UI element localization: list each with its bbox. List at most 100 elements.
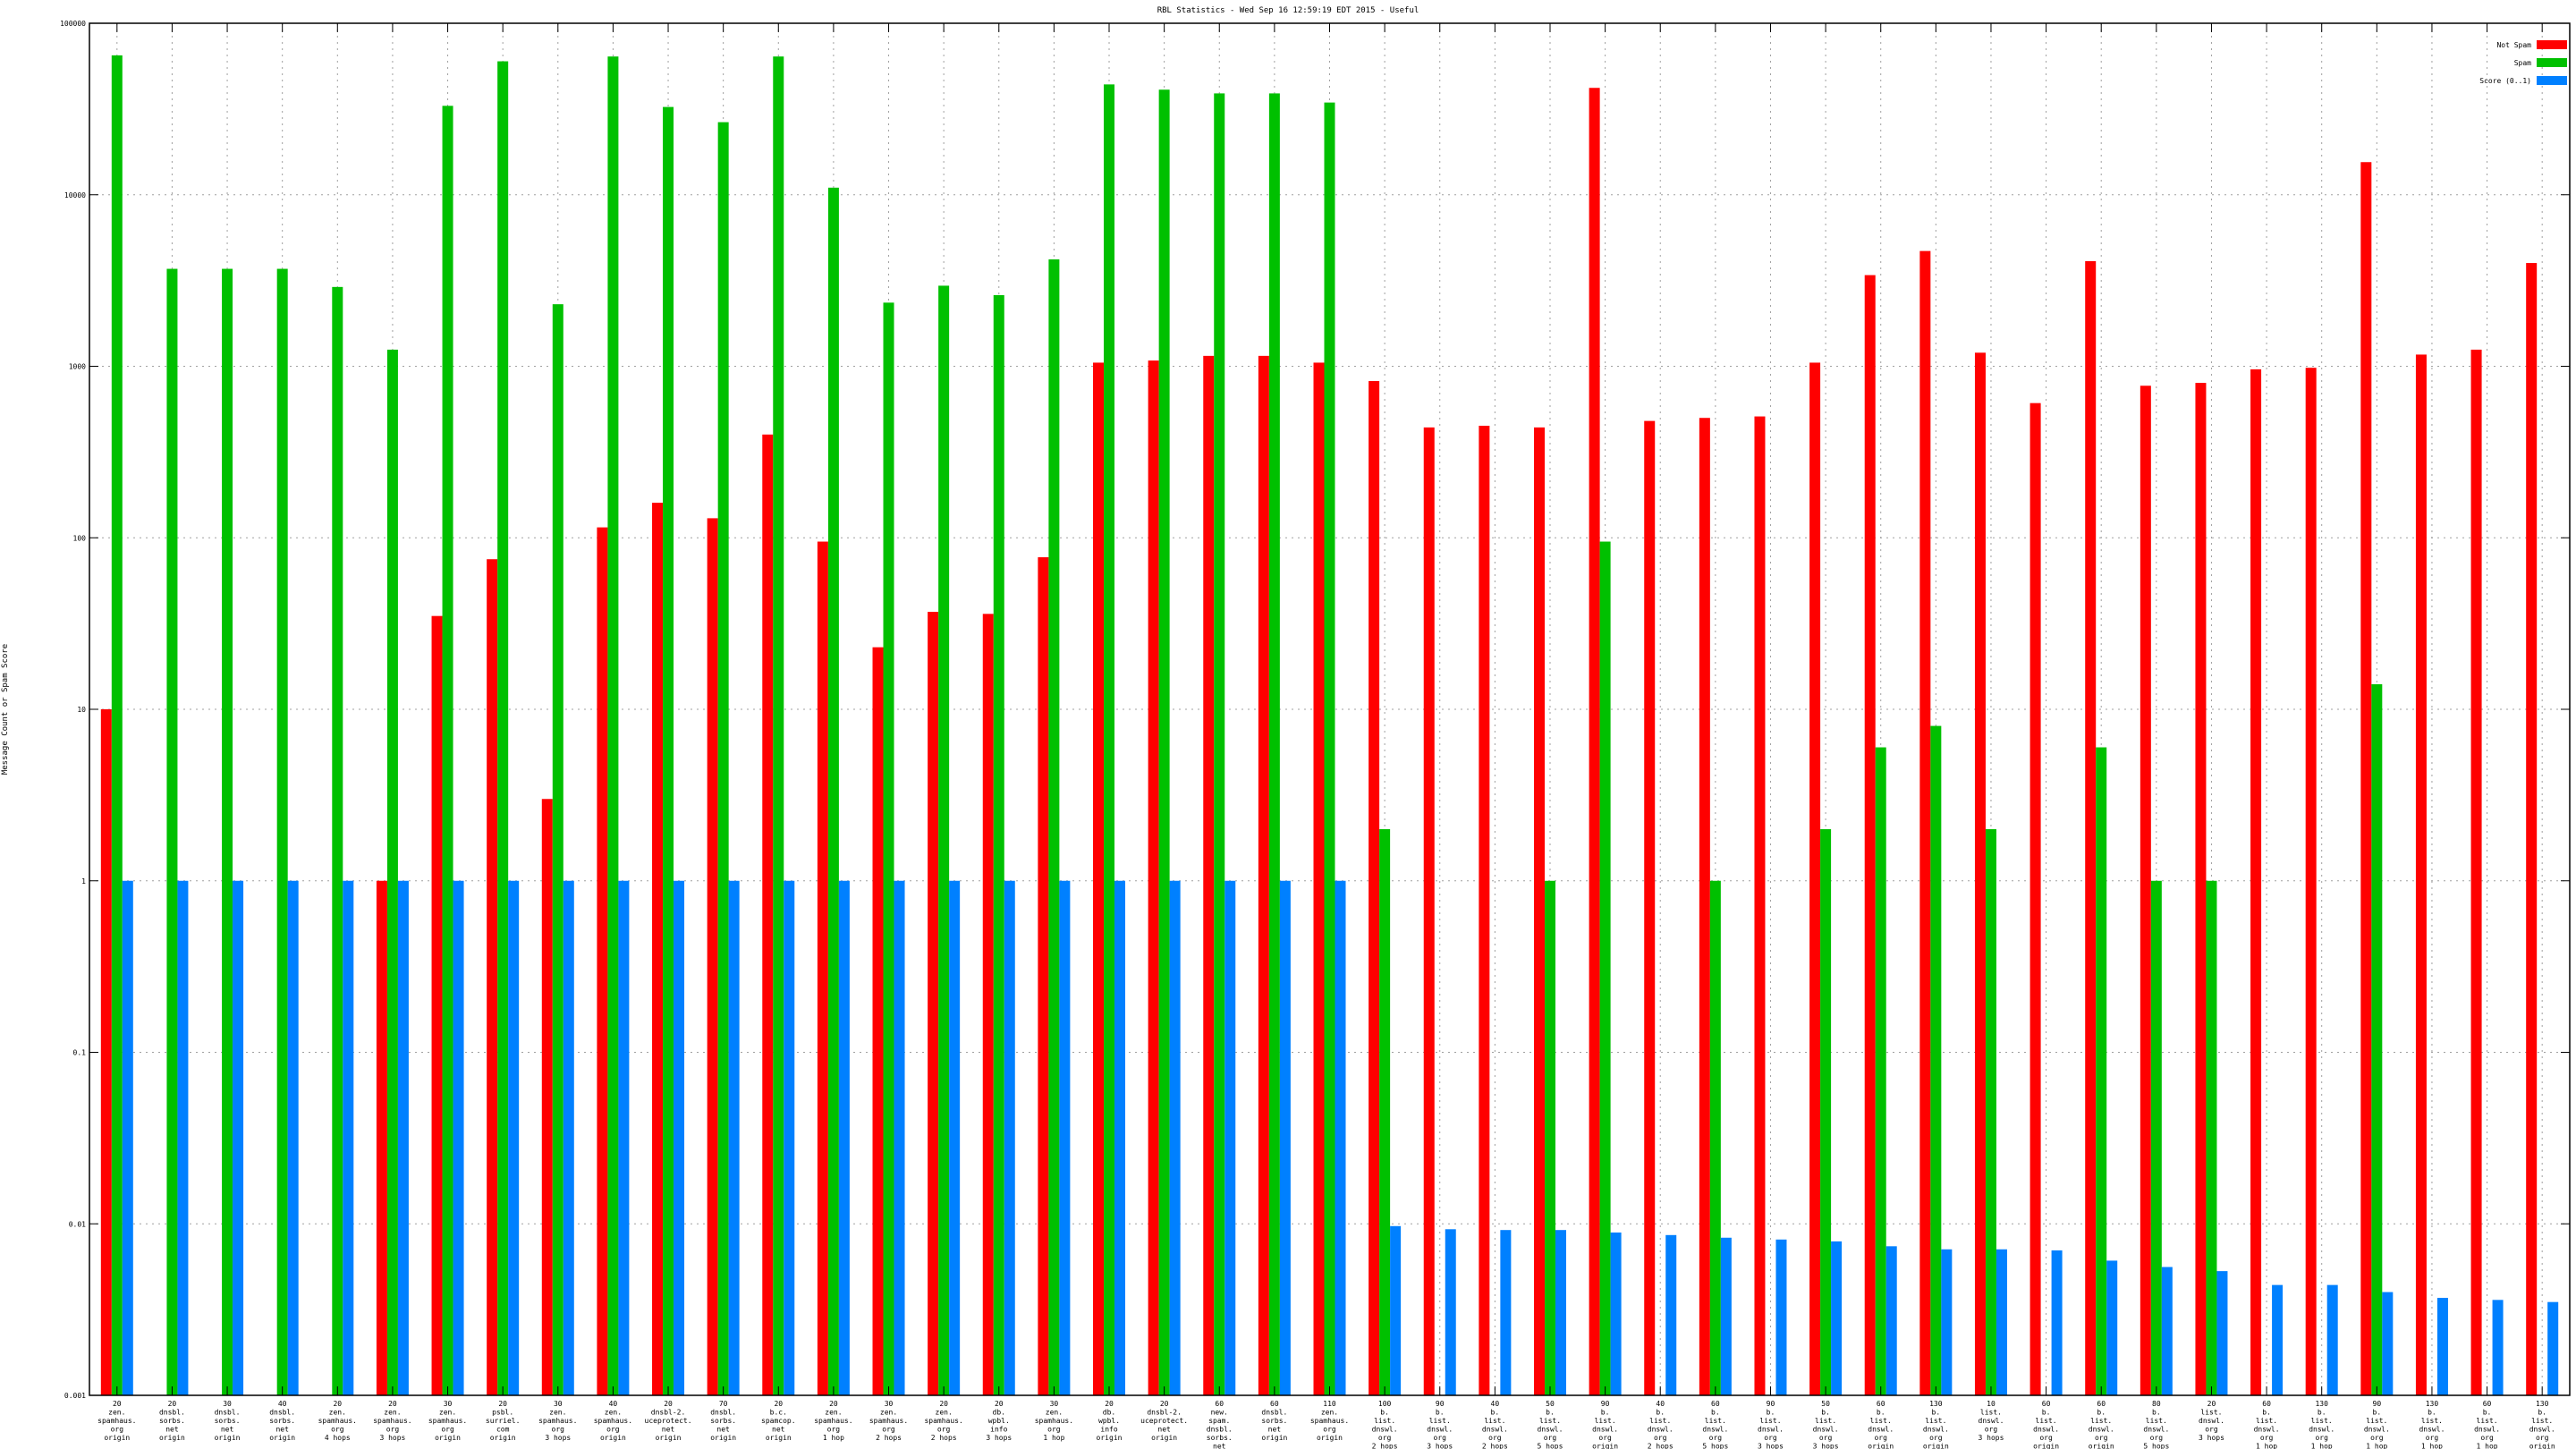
x-category-label-line: dnswl. bbox=[1592, 1426, 1618, 1434]
x-category-label-line: 50 bbox=[1546, 1400, 1555, 1408]
x-category-label-line: 1 hop bbox=[1043, 1434, 1064, 1442]
score-bar bbox=[1720, 1237, 1732, 1395]
x-category-label-line: spamhaus. bbox=[1310, 1417, 1349, 1425]
score-bar bbox=[177, 880, 189, 1395]
x-category-label-line: b.c. bbox=[770, 1409, 787, 1417]
x-category-label-line: net bbox=[1213, 1443, 1226, 1449]
x-category-label-line: spamhaus. bbox=[814, 1417, 852, 1425]
x-category-label-line: org bbox=[1874, 1434, 1887, 1442]
x-category-label: 60 b. list. dnswl. org 1 hop bbox=[2254, 1400, 2280, 1449]
x-category-label-line: 1 hop bbox=[2477, 1443, 2498, 1449]
x-category-label: 30 zen. spamhaus. org 2 hops bbox=[869, 1400, 908, 1442]
not-spam-bar bbox=[2029, 402, 2041, 1396]
x-category-label-line: 90 bbox=[1767, 1400, 1775, 1408]
spam-bar bbox=[552, 304, 564, 1396]
x-category-label-line: uceprotect. bbox=[645, 1417, 692, 1425]
spam-bar bbox=[111, 55, 123, 1395]
x-category-label: 90 b. list. dnswl. org 1 hop bbox=[2364, 1400, 2390, 1449]
x-category-label-line: dnswl. bbox=[1923, 1426, 1949, 1434]
x-category-label-line: b. bbox=[1877, 1409, 1885, 1417]
x-category-label-line: b. bbox=[2318, 1409, 2326, 1417]
x-category-label-line: origin bbox=[2529, 1443, 2555, 1449]
x-category-label: 130 b. list. dnswl. org 1 hop bbox=[2419, 1400, 2445, 1449]
spam-bar bbox=[1379, 829, 1391, 1395]
x-category-label: 20 dnsbl. sorbs. net origin bbox=[159, 1400, 185, 1442]
x-category-label: 90 b. list. dnswl. org 3 hops bbox=[1427, 1400, 1453, 1449]
spam-bar bbox=[1158, 89, 1170, 1396]
x-category-label-line: 1 hop bbox=[2421, 1443, 2443, 1449]
not-spam-bar bbox=[762, 434, 774, 1396]
x-category-label-line: sorbs. bbox=[215, 1417, 241, 1425]
not-spam-bar bbox=[1148, 360, 1159, 1395]
spam-bar bbox=[607, 56, 619, 1395]
y-tick-label: 10000 bbox=[64, 191, 86, 199]
x-category-label-line: b. bbox=[2538, 1409, 2546, 1417]
legend-label: Not Spam bbox=[2496, 41, 2531, 49]
x-category-label-line: 90 bbox=[1436, 1400, 1445, 1408]
score-bar bbox=[2051, 1250, 2063, 1395]
legend-label: Score (0..1) bbox=[2479, 77, 2531, 85]
x-category-label-line: b. bbox=[1546, 1409, 1555, 1417]
x-category-label-line: net bbox=[772, 1426, 785, 1434]
x-category-label-line: zen. bbox=[936, 1409, 953, 1417]
score-bar bbox=[1445, 1229, 1456, 1395]
score-bar bbox=[1610, 1232, 1622, 1395]
not-spam-bar bbox=[2470, 349, 2482, 1396]
x-category-label-line: b. bbox=[1767, 1409, 1775, 1417]
x-category-label: 90 b. list. dnswl. org 3 hops bbox=[1758, 1400, 1784, 1449]
x-category-label-line: org bbox=[331, 1426, 344, 1434]
x-category-label-line: 3 hops bbox=[379, 1434, 405, 1442]
not-spam-bar bbox=[1258, 355, 1269, 1395]
x-category-label: 50 b. list. dnswl. org 5 hops bbox=[1538, 1400, 1563, 1449]
x-category-label-line: dnsbl. bbox=[710, 1409, 736, 1417]
x-category-label-line: 60 bbox=[1877, 1400, 1885, 1408]
x-category-label-line: 5 hops bbox=[1702, 1443, 1728, 1449]
x-category-label-line: dnswl. bbox=[1758, 1426, 1784, 1434]
x-category-label-line: dnswl. bbox=[2199, 1417, 2224, 1425]
score-bar bbox=[1335, 880, 1346, 1395]
not-spam-bar bbox=[1919, 250, 1931, 1395]
y-tick-label: 10 bbox=[77, 706, 86, 714]
y-tick-label: 1000 bbox=[69, 363, 86, 371]
y-tick-label: 100 bbox=[73, 534, 87, 542]
not-spam-bar bbox=[1589, 88, 1600, 1396]
score-bar bbox=[287, 880, 299, 1395]
x-category-label-line: 70 bbox=[719, 1400, 728, 1408]
score-bar bbox=[1390, 1225, 1402, 1395]
not-spam-bar bbox=[1699, 418, 1710, 1395]
x-category-label-line: spamhaus. bbox=[318, 1417, 357, 1425]
x-category-label-line: 3 hops bbox=[1813, 1443, 1839, 1449]
x-category-label-line: list. bbox=[2200, 1409, 2222, 1417]
x-category-label-line: list. bbox=[2256, 1417, 2277, 1425]
x-category-label-line: sorbs. bbox=[159, 1417, 185, 1425]
score-bar bbox=[563, 880, 574, 1395]
y-tick-label: 0.1 bbox=[73, 1049, 87, 1057]
x-category-label: 20 zen. spamhaus. org 4 hops bbox=[318, 1400, 357, 1442]
spam-bar bbox=[2371, 683, 2383, 1395]
x-category-label-line: org bbox=[606, 1426, 620, 1434]
x-category-label-line: 2 hops bbox=[931, 1434, 957, 1442]
x-category-label-line: dnsbl. bbox=[1207, 1426, 1233, 1434]
x-category-label-line: org bbox=[2260, 1434, 2274, 1442]
x-category-label: 60 dnsbl. sorbs. net origin bbox=[1261, 1400, 1287, 1442]
x-category-label-line: 60 bbox=[2042, 1400, 2051, 1408]
x-category-label-line: org bbox=[2370, 1434, 2384, 1442]
x-category-label-line: origin bbox=[1868, 1443, 1894, 1449]
x-category-label: 20 zen. spamhaus. org 3 hops bbox=[373, 1400, 411, 1442]
x-category-label: 20 zen. spamhaus. org origin bbox=[97, 1400, 136, 1442]
not-spam-bar bbox=[1644, 420, 1656, 1396]
legend-swatch bbox=[2537, 40, 2567, 49]
x-category-label-line: dnsbl. bbox=[269, 1409, 295, 1417]
x-category-label: 20 dnsbl-2. uceprotect. net origin bbox=[645, 1400, 692, 1442]
x-category-label: 20 dnsbl-2. uceprotect. net origin bbox=[1140, 1400, 1188, 1442]
x-category-label-line: org bbox=[1598, 1434, 1612, 1442]
x-category-label-line: 20 bbox=[388, 1400, 397, 1408]
x-category-label-line: uceprotect. bbox=[1140, 1417, 1188, 1425]
x-category-label-line: zen. bbox=[384, 1409, 401, 1417]
x-category-label: 50 b. list. dnswl. org 3 hops bbox=[1813, 1400, 1839, 1449]
score-bar bbox=[2106, 1260, 2118, 1395]
spam-bar bbox=[1324, 102, 1335, 1396]
x-category-label-line: org bbox=[1378, 1434, 1392, 1442]
x-category-label-line: dnswl. bbox=[1482, 1426, 1508, 1434]
x-category-label-line: 5 hops bbox=[2143, 1443, 2169, 1449]
